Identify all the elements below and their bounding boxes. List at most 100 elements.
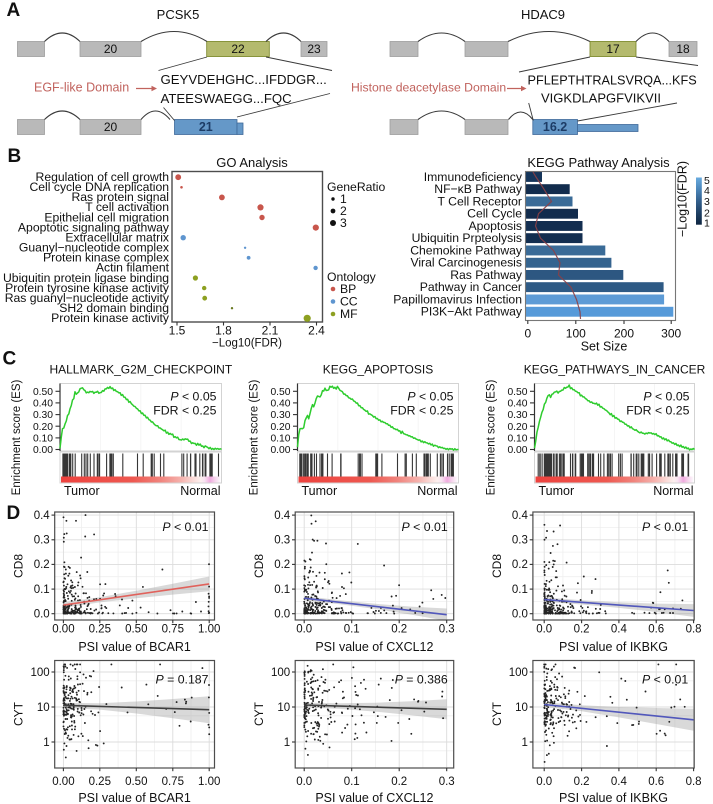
svg-text:1.00: 1.00: [198, 623, 220, 635]
svg-text:0.25: 0.25: [89, 623, 111, 635]
svg-text:0.00: 0.00: [270, 445, 290, 456]
svg-text:0.30: 0.30: [507, 410, 527, 421]
svg-text:0.4: 0.4: [274, 510, 291, 522]
svg-text:0.0: 0.0: [296, 623, 312, 635]
svg-text:0.2: 0.2: [391, 623, 407, 635]
svg-text:PSI value of CXCL12: PSI value of CXCL12: [315, 791, 433, 804]
svg-text:Cell Cycle: Cell Cycle: [467, 207, 522, 221]
svg-text:PSI value of BCAR1: PSI value of BCAR1: [78, 640, 191, 654]
svg-text:Epithelial cell migration: Epithelial cell migration: [44, 210, 169, 224]
svg-text:FDR < 0.25: FDR < 0.25: [626, 404, 689, 418]
svg-text:Ubiquitin protein ligase bindi: Ubiquitin protein ligase binding: [3, 271, 169, 285]
svg-text:0.6: 0.6: [648, 776, 664, 788]
svg-text:P = 0.187: P = 0.187: [156, 673, 209, 687]
svg-text:P < 0.05: P < 0.05: [170, 390, 216, 404]
svg-text:CYT: CYT: [252, 701, 266, 726]
svg-text:KEGG Pathway Analysis: KEGG Pathway Analysis: [527, 155, 670, 170]
svg-text:0.3: 0.3: [274, 535, 290, 547]
svg-text:0.1: 0.1: [34, 584, 50, 596]
svg-text:Ras protein signal: Ras protein signal: [71, 190, 169, 204]
svg-text:18: 18: [676, 42, 690, 56]
svg-text:EGF-like Domain: EGF-like Domain: [34, 81, 129, 95]
svg-text:PSI value of CXCL12: PSI value of CXCL12: [315, 640, 433, 654]
svg-text:0.10: 0.10: [270, 434, 290, 445]
svg-text:Tumor: Tumor: [302, 484, 338, 498]
svg-text:Tumor: Tumor: [539, 484, 575, 498]
svg-text:HDAC9: HDAC9: [521, 7, 565, 22]
svg-text:GEYVDEHGHC...IFDDGR...: GEYVDEHGHC...IFDDGR...: [161, 72, 327, 87]
svg-text:P < 0.05: P < 0.05: [643, 390, 689, 404]
svg-text:0.50: 0.50: [270, 387, 290, 398]
svg-text:0.0: 0.0: [512, 609, 528, 621]
svg-text:Normal: Normal: [417, 484, 457, 498]
svg-text:0.00: 0.00: [52, 776, 74, 788]
svg-text:1: 1: [704, 218, 710, 230]
svg-text:Enrichment score (ES): Enrichment score (ES): [11, 379, 23, 495]
svg-text:23: 23: [307, 42, 321, 56]
svg-text:0.75: 0.75: [162, 623, 184, 635]
svg-text:BP: BP: [340, 282, 356, 296]
svg-text:B: B: [8, 146, 22, 167]
svg-text:MF: MF: [340, 307, 358, 321]
svg-text:0.8: 0.8: [686, 776, 702, 788]
svg-text:100: 100: [31, 667, 50, 679]
svg-text:0.1: 0.1: [274, 584, 290, 596]
svg-text:T cell activation: T cell activation: [85, 200, 169, 214]
svg-text:0.30: 0.30: [33, 410, 53, 421]
svg-text:200: 200: [614, 327, 634, 341]
svg-text:CYT: CYT: [12, 701, 26, 726]
svg-text:Ras Pathway: Ras Pathway: [450, 268, 523, 282]
svg-text:0.10: 0.10: [33, 434, 53, 445]
svg-text:10: 10: [37, 702, 50, 714]
svg-text:P < 0.01: P < 0.01: [642, 520, 688, 534]
svg-text:Apoptotic signaling pathway: Apoptotic signaling pathway: [18, 220, 170, 234]
svg-text:0.2: 0.2: [34, 559, 50, 571]
svg-text:Extracellular matrix: Extracellular matrix: [65, 231, 169, 245]
svg-text:2: 2: [340, 204, 347, 218]
svg-text:Apoptosis: Apoptosis: [468, 219, 522, 233]
svg-text:C: C: [3, 349, 17, 370]
svg-text:0.00: 0.00: [33, 445, 53, 456]
svg-text:0.20: 0.20: [33, 422, 53, 433]
svg-text:0.4: 0.4: [611, 623, 628, 635]
svg-text:P < 0.01: P < 0.01: [642, 673, 688, 687]
svg-text:0.3: 0.3: [512, 535, 528, 547]
svg-text:1.8: 1.8: [215, 324, 232, 338]
svg-text:3: 3: [704, 196, 710, 208]
svg-text:0.50: 0.50: [125, 623, 147, 635]
svg-text:0.0: 0.0: [536, 623, 552, 635]
svg-text:0.20: 0.20: [270, 422, 290, 433]
svg-text:HALLMARK_G2M_CHECKPOINT: HALLMARK_G2M_CHECKPOINT: [49, 363, 232, 377]
svg-text:−Log10(FDR): −Log10(FDR): [676, 161, 690, 237]
svg-text:PSI value of BCAR1: PSI value of BCAR1: [78, 791, 191, 804]
svg-text:0.3: 0.3: [34, 535, 50, 547]
svg-text:0: 0: [524, 327, 531, 341]
svg-text:SH2 domain binding: SH2 domain binding: [59, 301, 169, 315]
svg-text:Regulation of cell growth: Regulation of cell growth: [36, 170, 169, 184]
svg-text:0.0: 0.0: [296, 776, 312, 788]
svg-text:Pathway in Cancer: Pathway in Cancer: [420, 280, 522, 294]
svg-text:PI3K−Akt Pathway: PI3K−Akt Pathway: [421, 305, 523, 319]
svg-text:10: 10: [515, 702, 528, 714]
svg-text:0.6: 0.6: [648, 623, 664, 635]
svg-text:100: 100: [271, 667, 290, 679]
svg-text:CD8: CD8: [490, 554, 504, 578]
svg-text:Normal: Normal: [653, 484, 693, 498]
svg-text:20: 20: [104, 42, 118, 56]
svg-text:1: 1: [340, 192, 347, 206]
svg-text:2.1: 2.1: [262, 324, 279, 338]
svg-text:0.40: 0.40: [507, 399, 527, 410]
svg-text:Cell cycle DNA replication: Cell cycle DNA replication: [29, 180, 169, 194]
svg-text:1: 1: [521, 737, 527, 749]
svg-text:Enrichment score (ES): Enrichment score (ES): [249, 379, 261, 495]
svg-text:0.40: 0.40: [33, 399, 53, 410]
svg-text:5: 5: [704, 175, 710, 187]
svg-text:Ontology: Ontology: [327, 270, 377, 284]
svg-text:16.2: 16.2: [543, 120, 567, 134]
svg-text:KEGG_PATHWAYS_IN_CANCER: KEGG_PATHWAYS_IN_CANCER: [524, 363, 706, 377]
svg-text:1: 1: [43, 737, 49, 749]
svg-text:Actin filament: Actin filament: [96, 261, 170, 275]
svg-text:GO Analysis: GO Analysis: [216, 155, 288, 170]
svg-text:10: 10: [277, 702, 290, 714]
svg-text:Tumor: Tumor: [64, 484, 100, 498]
